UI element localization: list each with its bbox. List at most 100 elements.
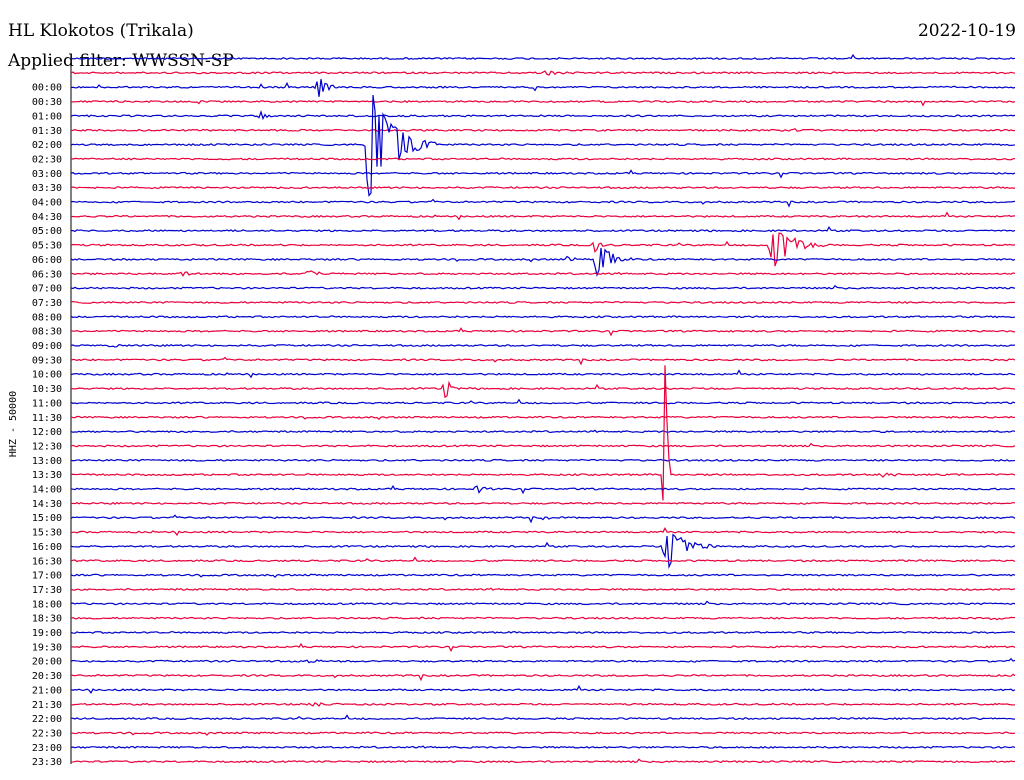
trace-line [70, 684, 1016, 694]
trace-line [70, 380, 1016, 399]
tick-label: 06:30 [32, 269, 62, 280]
trace-line [70, 70, 1016, 76]
tick-label: 20:00 [32, 657, 62, 668]
trace-line [70, 284, 1016, 290]
tick-label: 03:30 [32, 183, 62, 194]
trace-line [70, 657, 1016, 664]
tick-label: 13:00 [32, 456, 62, 467]
tick-label: 20:30 [32, 671, 62, 682]
trace-line [70, 100, 1016, 107]
trace-line [70, 315, 1016, 319]
date-label: 2022-10-19 [918, 21, 1016, 41]
trace-line [70, 398, 1016, 405]
tick-label: 00:30 [32, 97, 62, 108]
tick-label: 05:00 [32, 226, 62, 237]
trace-line [70, 442, 1016, 448]
trace-line [70, 356, 1016, 366]
tick-label: 16:00 [32, 542, 62, 553]
trace-line [70, 701, 1016, 707]
trace-line [70, 365, 1016, 501]
tick-label: 14:00 [32, 485, 62, 496]
tick-label: 05:30 [32, 241, 62, 252]
tick-labels: 00:00 00:30 01:00 01:30 02:00 02:30 03:00 03:30… [32, 83, 62, 768]
tick-label: 17:30 [32, 585, 62, 596]
tick-label: 07:30 [32, 298, 62, 309]
trace-line [70, 600, 1016, 606]
tick-label: 12:00 [32, 427, 62, 438]
trace-line [70, 169, 1016, 179]
tick-label: 09:30 [32, 355, 62, 366]
tick-label: 13:30 [32, 470, 62, 481]
tick-label: 01:30 [32, 126, 62, 137]
trace-line [70, 232, 1016, 267]
trace-line [70, 484, 1016, 495]
tick-label: 04:30 [32, 212, 62, 223]
trace-line [70, 758, 1016, 764]
tick-label: 11:30 [32, 413, 62, 424]
trace-line [70, 527, 1016, 537]
tick-label: 22:30 [32, 728, 62, 739]
tick-label: 11:00 [32, 398, 62, 409]
trace-line [70, 198, 1016, 208]
tick-label: 22:00 [32, 714, 62, 725]
trace-line [70, 458, 1016, 462]
trace-line [70, 714, 1016, 721]
tick-label: 08:30 [32, 327, 62, 338]
trace-line [70, 429, 1016, 434]
trace-line [70, 300, 1016, 304]
trace-line [70, 630, 1016, 634]
trace-line [70, 616, 1016, 621]
trace-line [70, 556, 1016, 563]
tick-label: 16:30 [32, 556, 62, 567]
tick-label: 18:00 [32, 599, 62, 610]
tick-label: 10:00 [32, 370, 62, 381]
trace-line [70, 79, 1016, 97]
tick-label: 06:00 [32, 255, 62, 266]
trace-line [70, 673, 1016, 682]
tick-label: 23:00 [32, 743, 62, 754]
tick-label: 17:00 [32, 571, 62, 582]
tick-label: 10:30 [32, 384, 62, 395]
trace-line [70, 226, 1016, 233]
trace-line [70, 53, 1016, 60]
trace-line [70, 587, 1016, 591]
tick-label: 12:30 [32, 441, 62, 452]
tick-label: 04:00 [32, 198, 62, 209]
trace-line [70, 369, 1016, 379]
channel-axis-label: HHZ - 50000 [8, 391, 19, 457]
trace-line [70, 501, 1016, 505]
filter-label: Applied filter: WWSSN-SP [7, 51, 234, 71]
tick-label: 00:00 [32, 83, 62, 94]
tick-label: 19:30 [32, 642, 62, 653]
trace-line [70, 211, 1016, 221]
tick-label: 15:30 [32, 528, 62, 539]
trace-line [70, 533, 1016, 570]
tick-label: 21:30 [32, 700, 62, 711]
trace-line [70, 327, 1016, 337]
tick-label: 15:00 [32, 513, 62, 524]
trace-line [70, 127, 1016, 132]
tick-label: 18:30 [32, 614, 62, 625]
tick-label: 02:00 [32, 140, 62, 151]
tick-label: 02:30 [32, 154, 62, 165]
tick-label: 09:00 [32, 341, 62, 352]
trace-line [70, 573, 1016, 579]
tick-label: 19:00 [32, 628, 62, 639]
trace-line [70, 157, 1016, 161]
tick-label: 23:30 [32, 757, 62, 768]
tick-label: 01:00 [32, 111, 62, 122]
tick-label: 14:30 [32, 499, 62, 510]
trace-line [70, 514, 1016, 524]
trace-line [70, 94, 1016, 197]
trace-line [70, 415, 1016, 421]
trace-line [70, 642, 1016, 653]
trace-line [70, 731, 1016, 736]
trace-line [70, 186, 1016, 190]
tick-label: 21:00 [32, 685, 62, 696]
trace-line [70, 247, 1016, 278]
tick-label: 07:00 [32, 284, 62, 295]
trace-line [70, 270, 1016, 277]
trace-line [70, 344, 1016, 348]
